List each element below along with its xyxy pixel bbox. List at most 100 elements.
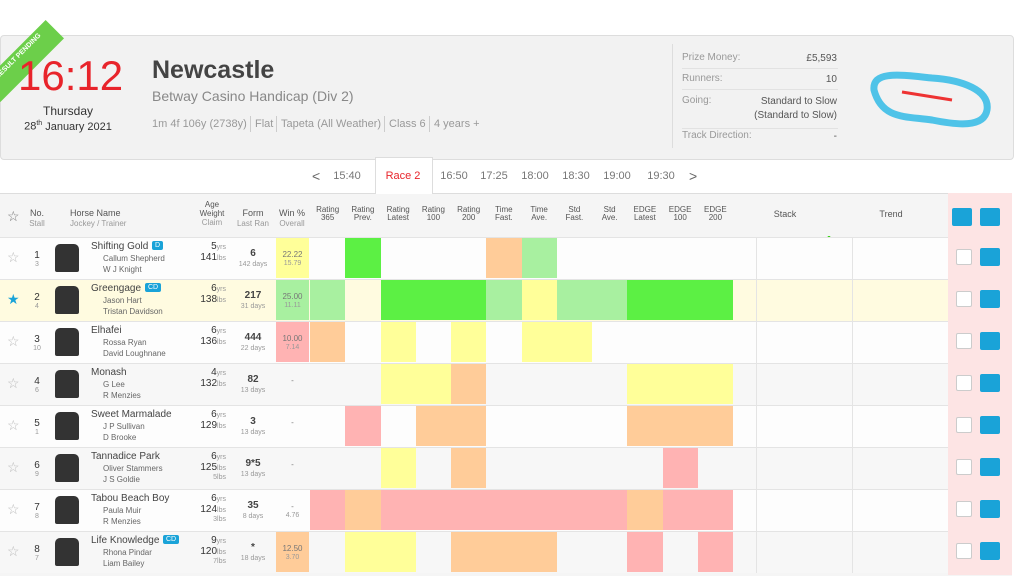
col-divider: [756, 279, 757, 321]
runner-no: 8: [34, 544, 40, 555]
settings-btn[interactable]: [980, 290, 1000, 308]
form: *: [251, 542, 255, 553]
info-label: Going:: [682, 95, 712, 106]
select-box[interactable]: [956, 501, 972, 517]
form: 217: [244, 290, 262, 301]
settings-btn[interactable]: [980, 542, 1000, 560]
race-tab[interactable]: 16:50: [440, 170, 468, 182]
col-rating-sub: Latest: [633, 213, 656, 222]
jockey: Callum Shepherd: [103, 254, 165, 263]
last-ran: 18 days: [240, 555, 266, 562]
settings-btn[interactable]: [980, 458, 1000, 476]
race-tab[interactable]: 18:00: [521, 170, 549, 182]
age: 6yrs: [196, 493, 226, 504]
age: 5yrs: [196, 241, 226, 252]
win: 25.00: [282, 292, 303, 301]
settings-btn[interactable]: [980, 500, 1000, 518]
unit: lbs: [217, 549, 226, 556]
rating-cell: [345, 406, 381, 446]
runner-stall: 8: [35, 513, 39, 520]
unit: lbs: [217, 339, 226, 346]
race-tab[interactable]: 17:25: [480, 170, 508, 182]
col-rating-sub: 200: [461, 213, 476, 222]
col-win: Win %: [278, 208, 305, 218]
rating-cell: [310, 490, 346, 530]
runner-no: 2: [34, 292, 40, 303]
col-divider: [852, 237, 853, 279]
star-header: ☆: [7, 208, 20, 224]
horse-name: Tannadice Park: [91, 451, 160, 462]
runner-stall: 9: [35, 471, 39, 478]
col-divider: [852, 405, 853, 447]
unit: yrs: [216, 286, 226, 293]
settings-btn[interactable]: [980, 416, 1000, 434]
select-box[interactable]: [956, 333, 972, 349]
select-box[interactable]: [956, 543, 972, 559]
value: 124: [200, 504, 218, 515]
info-value: -: [833, 131, 837, 142]
rating-cell: [521, 490, 557, 530]
col-rating: Rating: [386, 205, 410, 214]
silks: [55, 370, 79, 398]
rating-cell: [486, 532, 522, 572]
value: 5: [211, 241, 217, 252]
header-btn[interactable]: [980, 208, 1000, 226]
race-tab-active[interactable]: Race 2: [385, 170, 421, 182]
col-divider: [756, 237, 757, 279]
row-star: ☆: [7, 459, 20, 475]
rating-cell: [662, 364, 698, 404]
jockey: Paula Muir: [103, 506, 142, 515]
rating-cell: [380, 490, 416, 530]
info-rule: [682, 128, 838, 129]
value: 132: [200, 378, 218, 389]
info-value: Standard to Slow (Standard to Slow): [754, 96, 837, 121]
row-star: ☆: [7, 249, 20, 265]
rating-cell: [486, 280, 522, 320]
rating-cell: [451, 280, 487, 320]
col-rating: Rating: [421, 205, 445, 214]
age: 6yrs: [196, 409, 226, 420]
horse-name: Tabou Beach Boy: [91, 493, 170, 504]
race-tab[interactable]: 19:30: [647, 170, 675, 182]
age: 6yrs: [196, 325, 226, 336]
rating-cell: [345, 238, 381, 278]
value: 125: [200, 462, 218, 473]
last-ran: 31 days: [240, 303, 266, 310]
settings-btn[interactable]: [980, 332, 1000, 350]
col-divider: [852, 531, 853, 573]
jockey: G Lee: [103, 380, 125, 389]
runner-no: 4: [34, 376, 40, 387]
overall: 3.70: [285, 554, 300, 561]
jockey: Rhona Pindar: [103, 548, 152, 557]
select-box[interactable]: [956, 459, 972, 475]
rating-cell: [451, 490, 487, 530]
settings-btn[interactable]: [980, 248, 1000, 266]
runner-stall: 3: [35, 261, 39, 268]
header-btn[interactable]: [952, 208, 972, 226]
rating-cell: [592, 280, 628, 320]
runner-stall: 6: [35, 387, 39, 394]
runner-stall: 10: [33, 345, 41, 352]
date-part: January 2021: [45, 120, 112, 133]
select-box[interactable]: [956, 375, 972, 391]
silks: [55, 538, 79, 566]
col-divider: [852, 489, 853, 531]
rating-cell: [662, 280, 698, 320]
race-tab[interactable]: 19:00: [603, 170, 631, 182]
settings-btn[interactable]: [980, 374, 1000, 392]
badge: D: [152, 241, 164, 250]
weight: 129lbs: [196, 420, 226, 431]
win: -: [291, 460, 294, 469]
race-detail: Flat: [255, 118, 274, 130]
select-box[interactable]: [956, 291, 972, 307]
select-box[interactable]: [956, 417, 972, 433]
rating-cell: [662, 490, 698, 530]
col-rating-sub: Ave.: [601, 213, 618, 222]
race-time: 16:12: [18, 52, 124, 99]
rating-cell: [451, 532, 487, 572]
rating-cell: [345, 490, 381, 530]
select-box[interactable]: [956, 249, 972, 265]
col-rating: Rating: [457, 205, 481, 214]
race-tab[interactable]: 18:30: [562, 170, 590, 182]
race-tab[interactable]: 15:40: [333, 170, 361, 182]
